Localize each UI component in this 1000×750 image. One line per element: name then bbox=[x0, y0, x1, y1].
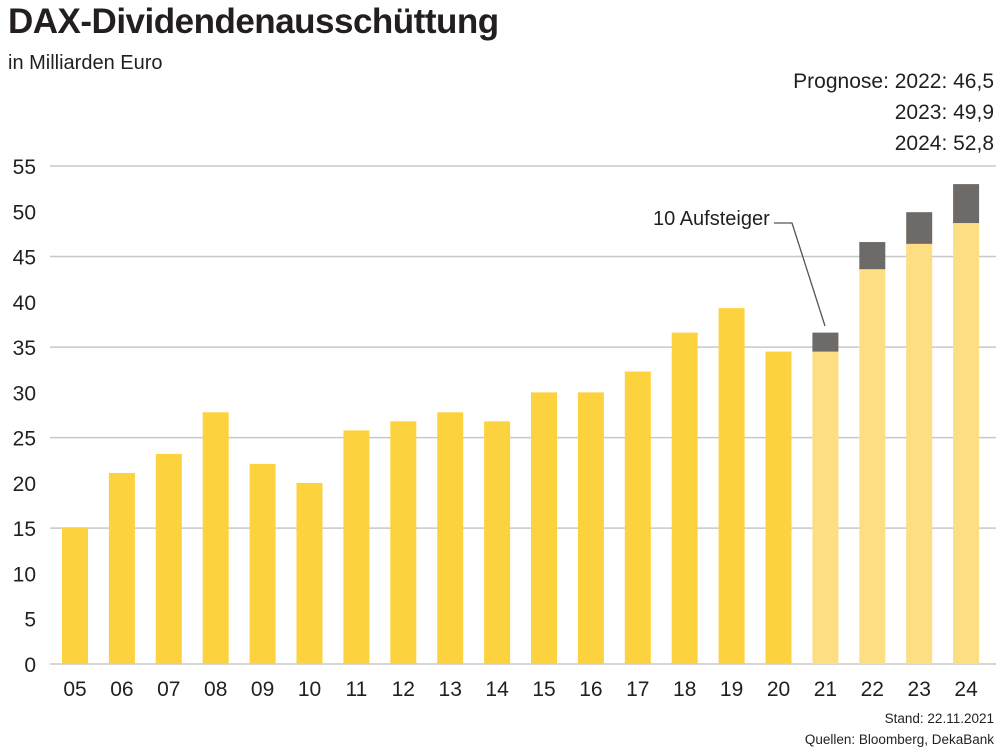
bar-actual-12 bbox=[390, 421, 417, 664]
stand-date: Stand: 22.11.2021 bbox=[884, 711, 994, 726]
x-tick-label: 05 bbox=[63, 678, 86, 701]
y-tick-label: 5 bbox=[24, 609, 36, 632]
bar-actual-14 bbox=[484, 421, 511, 664]
forecast-line-2023: 2023: 49,9 bbox=[894, 101, 994, 124]
bar-aufsteiger-24 bbox=[953, 184, 980, 224]
annotations: 10 Aufsteiger bbox=[653, 208, 826, 327]
x-tick-label: 12 bbox=[392, 678, 415, 701]
y-tick-label: 40 bbox=[13, 292, 36, 315]
bar-actual-18 bbox=[671, 332, 698, 664]
y-tick-label: 0 bbox=[24, 654, 36, 677]
forecast-line-2024: 2024: 52,8 bbox=[894, 132, 994, 155]
annotation-aufsteiger-label: 10 Aufsteiger bbox=[653, 208, 770, 230]
bar-actual-07 bbox=[155, 453, 182, 664]
bar-actual-17 bbox=[624, 371, 651, 664]
bar-forecast_base-21 bbox=[812, 351, 839, 664]
forecast-box: Prognose: 2022: 46,5 2023: 49,9 2024: 52… bbox=[793, 66, 994, 159]
bar-aufsteiger-22 bbox=[859, 242, 886, 270]
bar-actual-08 bbox=[202, 412, 229, 664]
x-tick-label: 11 bbox=[345, 678, 367, 701]
bar-actual-09 bbox=[249, 463, 276, 664]
forecast-line-2022: Prognose: 2022: 46,5 bbox=[793, 70, 994, 93]
bar-actual-06 bbox=[108, 472, 135, 664]
x-tick-label: 08 bbox=[204, 678, 227, 701]
x-tick-label: 07 bbox=[157, 678, 180, 701]
x-tick-label: 13 bbox=[439, 678, 462, 701]
bar-actual-11 bbox=[343, 430, 370, 664]
y-tick-label: 10 bbox=[13, 563, 36, 586]
bar-actual-05 bbox=[62, 527, 88, 664]
x-tick-label: 14 bbox=[485, 678, 509, 701]
x-tick-label: 15 bbox=[532, 678, 555, 701]
x-tick-label: 21 bbox=[814, 678, 837, 701]
bar-forecast_base-24 bbox=[953, 223, 980, 664]
bar-aufsteiger-21 bbox=[812, 332, 839, 352]
x-tick-label: 24 bbox=[954, 678, 978, 701]
y-tick-label: 50 bbox=[13, 201, 36, 224]
x-tick-label: 17 bbox=[626, 678, 649, 701]
y-tick-label: 30 bbox=[13, 382, 36, 405]
y-tick-label: 35 bbox=[13, 337, 36, 360]
x-tick-label: 22 bbox=[861, 678, 884, 701]
x-tick-label: 16 bbox=[579, 678, 602, 701]
bar-actual-16 bbox=[577, 392, 604, 664]
bar-actual-15 bbox=[531, 392, 557, 664]
x-tick-label: 20 bbox=[767, 678, 790, 701]
chart-title: DAX-Dividendenausschüttung bbox=[8, 2, 499, 41]
x-tick-label: 10 bbox=[298, 678, 321, 701]
gridlines bbox=[50, 165, 996, 665]
bar-actual-13 bbox=[437, 412, 464, 664]
y-tick-label: 55 bbox=[13, 156, 36, 179]
annotation-leader-line bbox=[774, 222, 826, 327]
x-tick-label: 06 bbox=[110, 678, 133, 701]
bar-forecast_base-22 bbox=[859, 269, 886, 664]
x-axis-ticks: 05 06 07 08 09 10 11 12 13 14 15 16 17 18 19 20 21 22 23 24 bbox=[63, 678, 978, 701]
x-tick-label: 19 bbox=[720, 678, 743, 701]
y-tick-label: 15 bbox=[13, 518, 36, 541]
x-tick-label: 09 bbox=[251, 678, 274, 701]
chart-subtitle: in Milliarden Euro bbox=[8, 52, 163, 74]
bar-actual-19 bbox=[718, 308, 745, 664]
bar-actual-20 bbox=[765, 351, 792, 664]
y-tick-label: 45 bbox=[13, 247, 36, 270]
x-tick-label: 18 bbox=[673, 678, 696, 701]
sources: Quellen: Bloomberg, DekaBank bbox=[804, 732, 994, 747]
x-tick-label: 23 bbox=[908, 678, 931, 701]
y-tick-label: 20 bbox=[13, 473, 36, 496]
bar-actual-10 bbox=[296, 482, 323, 664]
y-axis-ticks: 0 5 10 15 20 25 30 35 40 45 50 55 bbox=[13, 156, 36, 677]
bar-aufsteiger-23 bbox=[906, 212, 933, 244]
footer: Stand: 22.11.2021 Quellen: Bloomberg, De… bbox=[805, 708, 994, 750]
y-tick-label: 25 bbox=[13, 428, 36, 451]
bars bbox=[62, 184, 980, 665]
bar-forecast_base-23 bbox=[906, 243, 933, 665]
